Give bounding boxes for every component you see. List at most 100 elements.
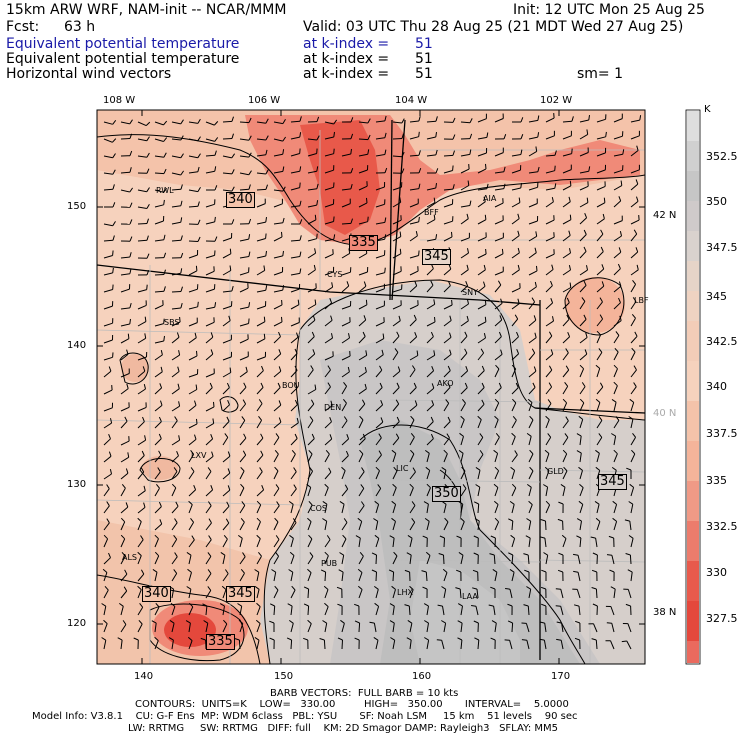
wind-barb-flag bbox=[459, 432, 464, 437]
wind-barb-flag bbox=[355, 535, 361, 539]
wind-barb-flag bbox=[163, 318, 165, 324]
wind-barb-flag bbox=[197, 201, 200, 207]
wind-barb-shaft bbox=[324, 320, 333, 327]
wind-barb-shaft bbox=[137, 623, 143, 633]
wind-barb-flag bbox=[451, 299, 453, 306]
wind-barb-flag bbox=[481, 382, 485, 388]
wind-barb-flag bbox=[631, 347, 636, 353]
wind-barb-shaft bbox=[205, 336, 214, 344]
wind-barb-shaft bbox=[511, 169, 521, 174]
wind-barb-flag bbox=[307, 517, 312, 522]
wind-barb-shaft bbox=[137, 573, 145, 582]
wind-barb-flag bbox=[146, 270, 150, 276]
wind-barb-shaft bbox=[409, 255, 419, 259]
wind-barb-shaft bbox=[579, 504, 584, 514]
wind-barb-flag bbox=[568, 196, 571, 202]
wind-barb-flag bbox=[333, 216, 335, 222]
wind-barb-flag bbox=[229, 265, 232, 271]
wind-barb-shaft bbox=[409, 453, 415, 463]
wind-barb-shaft bbox=[596, 285, 605, 293]
wind-barb-flag bbox=[309, 552, 314, 557]
wind-barb-shaft bbox=[477, 639, 480, 650]
wind-barb-flag bbox=[452, 184, 455, 190]
wind-barb-shaft bbox=[358, 589, 363, 599]
wind-barb-shaft bbox=[103, 522, 110, 531]
wind-barb-shaft bbox=[188, 439, 197, 446]
wind-barb-shaft bbox=[528, 203, 538, 208]
wind-barb-flag bbox=[446, 433, 450, 439]
wind-barb-shaft bbox=[629, 554, 632, 565]
wind-barb-shaft bbox=[222, 606, 225, 616]
wind-barb-shaft bbox=[358, 221, 368, 225]
wind-barb-flag bbox=[282, 136, 287, 142]
wind-barb-flag bbox=[278, 349, 282, 355]
wind-barb-shaft bbox=[545, 470, 550, 480]
wind-barb-shaft bbox=[562, 420, 569, 429]
wind-barb-flag bbox=[617, 263, 621, 269]
wind-barb-shaft bbox=[613, 135, 623, 140]
wind-barb-shaft bbox=[477, 387, 485, 395]
wind-barb-shaft bbox=[103, 223, 113, 227]
wind-barb-shaft bbox=[222, 538, 228, 548]
wind-barb-flag bbox=[207, 467, 212, 472]
wind-barb-shaft bbox=[545, 285, 553, 293]
wind-barb-shaft bbox=[392, 538, 395, 548]
wind-barb-flag bbox=[137, 551, 142, 556]
wind-barb-flag bbox=[595, 398, 601, 403]
wind-barb-flag bbox=[586, 265, 588, 271]
wind-barb-flag bbox=[254, 585, 260, 590]
wind-barb-flag bbox=[394, 348, 399, 353]
wind-barb-flag bbox=[343, 381, 347, 387]
wind-barb-shaft bbox=[443, 268, 452, 276]
wind-barb-shaft bbox=[426, 370, 434, 378]
wind-barb-shaft bbox=[460, 205, 470, 208]
wind-barb-flag bbox=[248, 170, 252, 176]
wind-barb-flag bbox=[296, 332, 299, 338]
wind-barb-shaft bbox=[239, 323, 249, 327]
wind-barb-flag bbox=[365, 299, 368, 305]
wind-barb-shaft bbox=[324, 136, 334, 140]
wind-barb-flag bbox=[339, 500, 345, 505]
wind-barb-shaft bbox=[120, 273, 130, 276]
wind-barb-shaft bbox=[256, 538, 261, 548]
wind-barb-shaft bbox=[630, 572, 633, 582]
wind-barb-shaft bbox=[188, 623, 191, 633]
wind-barb-flag bbox=[595, 466, 601, 471]
wind-barb-shaft bbox=[528, 186, 538, 191]
wind-barb-flag bbox=[197, 166, 200, 172]
wind-barb-shaft bbox=[545, 170, 555, 174]
wind-barb-flag bbox=[103, 619, 108, 624]
wind-barb-shaft bbox=[273, 236, 283, 242]
wind-barb-shaft bbox=[188, 155, 198, 159]
wind-barb-shaft bbox=[188, 589, 192, 599]
wind-barb-flag bbox=[207, 552, 212, 557]
wind-barb-shaft bbox=[120, 256, 130, 259]
wind-barb-shaft bbox=[545, 219, 555, 225]
wind-barb-shaft bbox=[613, 251, 622, 259]
wind-barb-shaft bbox=[392, 270, 402, 276]
wind-barb-shaft bbox=[358, 438, 366, 446]
wind-barb-flag bbox=[310, 399, 315, 405]
wind-barb-shaft bbox=[392, 253, 402, 259]
wind-barb-shaft bbox=[154, 274, 165, 276]
wind-barb-shaft bbox=[358, 121, 368, 124]
map-frame bbox=[96, 109, 646, 665]
wind-barb-flag bbox=[517, 264, 520, 270]
lon-label: 106 W bbox=[248, 95, 281, 106]
wind-barb-flag bbox=[548, 331, 553, 337]
wind-barb-flag bbox=[173, 467, 178, 472]
wind-barb-shaft bbox=[562, 386, 569, 395]
wind-barb-flag bbox=[362, 331, 366, 337]
wind-barb-shaft bbox=[222, 189, 232, 192]
wind-barb-shaft bbox=[137, 337, 146, 344]
wind-barb-shaft bbox=[426, 268, 434, 276]
wind-barb-flag bbox=[143, 502, 146, 508]
wind-barb-shaft bbox=[137, 406, 147, 412]
wind-barb-shaft bbox=[358, 622, 361, 633]
wind-barb-flag bbox=[294, 348, 298, 354]
wind-barb-flag bbox=[554, 150, 557, 156]
wind-barb-shaft bbox=[154, 555, 160, 565]
wind-barb-flag bbox=[275, 433, 280, 438]
wind-barb-flag bbox=[600, 246, 604, 252]
